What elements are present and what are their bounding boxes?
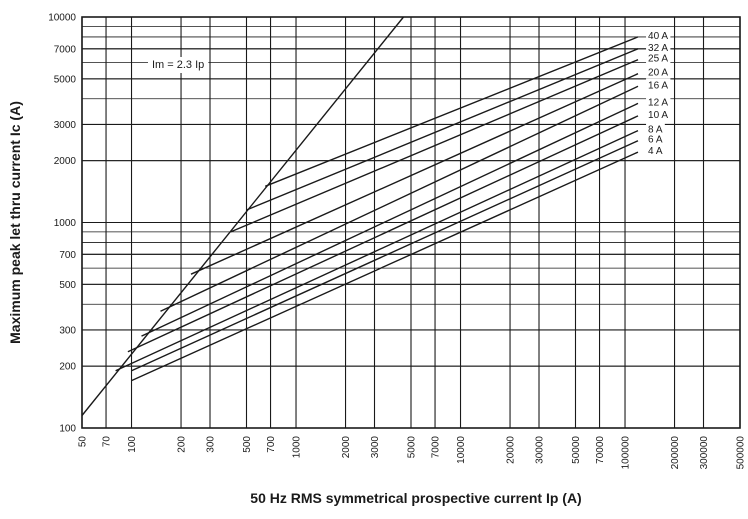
series-label-bg-25-a — [646, 51, 671, 64]
x-tick-labels: 50 70 100 200 300 500 700 1000 2000 3000 5000 7000 1… — [78, 436, 747, 470]
x-tick-label-300: 300 — [206, 436, 217, 453]
series-line-12-a — [141, 102, 639, 337]
y-tick-label-5000: 5000 — [54, 74, 77, 85]
y-tick-label-7000: 7000 — [54, 44, 77, 55]
series-line-10-a — [127, 115, 639, 353]
x-tick-label-200: 200 — [177, 436, 188, 453]
x-axis-label: 50 Hz RMS symmetrical prospective curren… — [250, 490, 581, 506]
y-tick-labels: 100 200 300 500 700 1000 2000 3000 5000 7000 10000 — [48, 13, 76, 435]
x-tick-label-5000: 5000 — [407, 436, 418, 459]
series-line-25-a — [230, 59, 639, 233]
series-label-bg-20-a — [646, 65, 671, 78]
series-label-20-a: 20 A — [648, 68, 668, 79]
y-axis-label: Maximum peak let thru current Ic (A) — [7, 101, 23, 344]
x-tick-label-1000: 1000 — [292, 436, 303, 459]
x-tick-label-3000: 3000 — [370, 436, 381, 459]
x-tick-label-700: 700 — [266, 436, 277, 453]
annotation-group: Im = 2.3 Ip — [148, 57, 209, 73]
plot-frame — [81, 16, 741, 429]
y-tick-label-3000: 3000 — [54, 120, 77, 131]
series-label-40-a: 40 A — [648, 31, 668, 42]
series-line-im-limit — [81, 16, 405, 416]
series-label-bg-10-a — [646, 107, 671, 120]
x-tick-label-100000: 100000 — [621, 436, 632, 470]
annotation-im-equation: Im = 2.3 Ip — [152, 59, 204, 71]
x-tick-label-50000: 50000 — [571, 436, 582, 464]
x-tick-label-300000: 300000 — [699, 436, 710, 470]
y-tick-label-300: 300 — [59, 325, 76, 336]
y-tick-label-1000: 1000 — [54, 218, 77, 229]
series-label-bg-4-a — [646, 144, 665, 157]
x-tick-label-70000: 70000 — [595, 436, 606, 464]
series-label-4-a: 4 A — [648, 146, 663, 157]
y-tick-label-200: 200 — [59, 362, 76, 373]
series-label-bg-32-a — [646, 40, 671, 53]
series-line-8-a — [115, 129, 639, 372]
y-tick-label-500: 500 — [59, 280, 76, 291]
series-label-group: 40 A32 A25 A 20 A16 A 12 A 10 A 8 A6 A4 A — [646, 28, 671, 157]
x-tick-label-500: 500 — [242, 436, 253, 453]
y-tick-label-100: 100 — [59, 424, 76, 435]
series-label-10-a: 10 A — [648, 110, 668, 121]
x-tick-label-2000: 2000 — [341, 436, 352, 459]
series-label-6-a: 6 A — [648, 135, 663, 146]
series-line-4-a — [131, 151, 639, 382]
y-tick-label-2000: 2000 — [54, 156, 77, 167]
series-label-bg-12-a — [646, 95, 671, 108]
series-label-12-a: 12 A — [648, 97, 668, 108]
series-label-25-a: 25 A — [648, 54, 668, 65]
series-label-bg-8-a — [646, 122, 665, 135]
annotation-background — [148, 57, 209, 73]
x-tick-label-70: 70 — [102, 436, 113, 448]
series-label-8-a: 8 A — [648, 125, 663, 136]
series-line-32-a — [246, 48, 639, 211]
series-group — [81, 16, 639, 416]
series-label-32-a: 32 A — [648, 43, 668, 54]
series-line-40-a — [264, 36, 639, 187]
series-label-16-a: 16 A — [648, 80, 668, 91]
x-tick-label-50: 50 — [78, 436, 89, 448]
x-tick-label-100: 100 — [127, 436, 138, 453]
x-tick-label-10000: 10000 — [456, 436, 467, 464]
x-tick-label-7000: 7000 — [431, 436, 442, 459]
series-label-bg-16-a — [646, 78, 671, 91]
series-line-20-a — [190, 73, 639, 275]
y-tick-label-700: 700 — [59, 250, 76, 261]
x-tick-label-500000: 500000 — [736, 436, 747, 470]
x-tick-label-30000: 30000 — [535, 436, 546, 464]
y-tick-label-10000: 10000 — [48, 13, 76, 24]
x-tick-label-20000: 20000 — [506, 436, 517, 464]
series-line-16-a — [160, 85, 639, 312]
series-label-bg-6-a — [646, 132, 665, 145]
x-tick-label-200000: 200000 — [670, 436, 681, 470]
series-label-bg-40-a — [646, 28, 671, 41]
series-line-6-a — [131, 140, 639, 372]
x-grid — [81, 17, 741, 428]
